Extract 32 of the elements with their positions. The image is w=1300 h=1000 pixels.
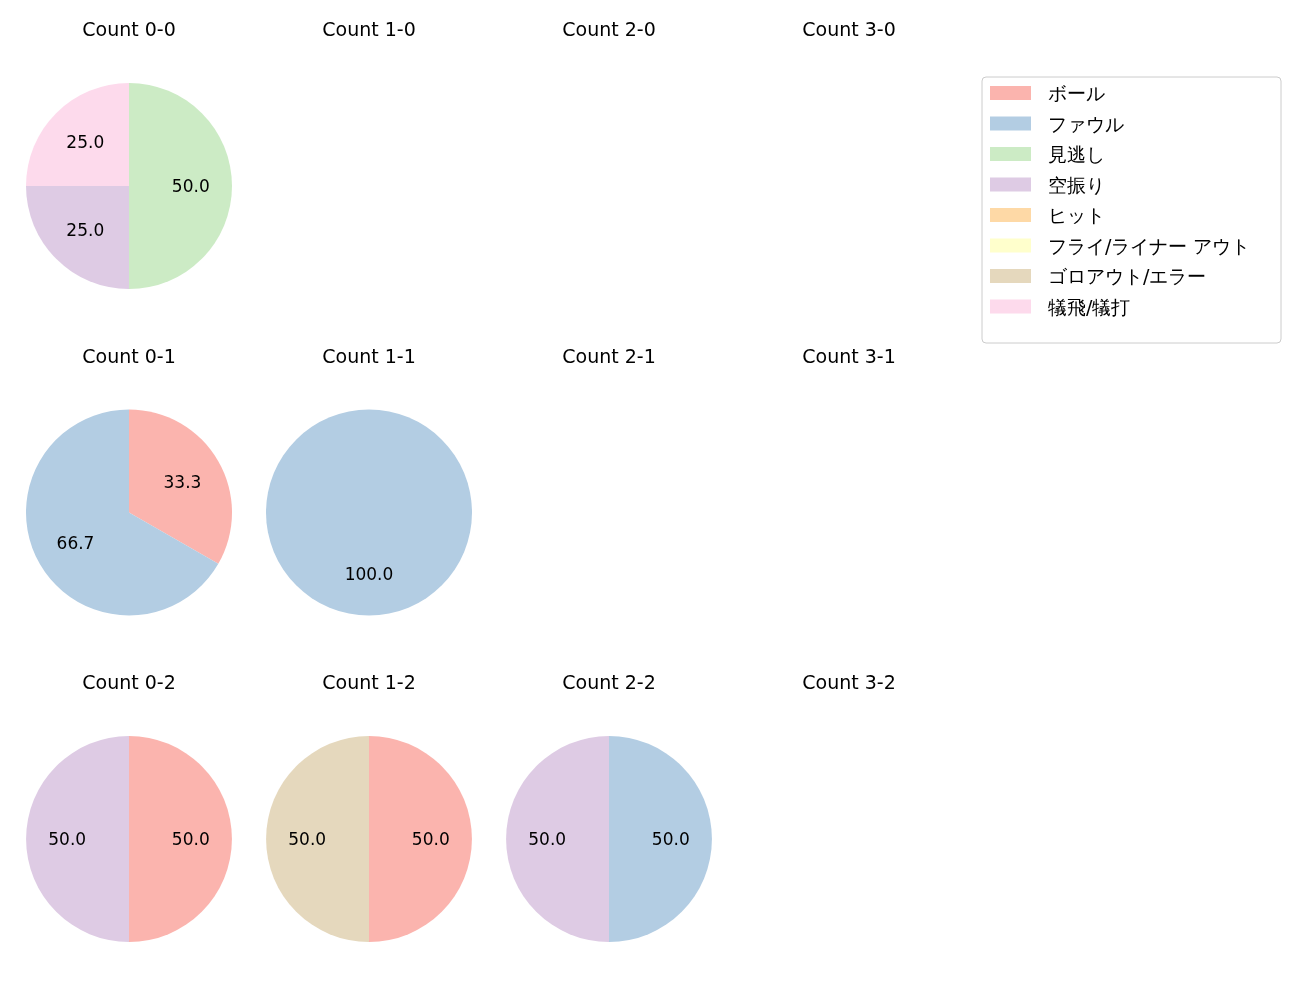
- legend-label: ヒット: [1048, 204, 1105, 226]
- data-label: 50.0: [528, 829, 567, 849]
- data-label: 33.3: [163, 471, 202, 492]
- chart-title: Count 1-1: [322, 344, 416, 367]
- chart-title: Count 0-0: [82, 18, 176, 40]
- data-label: 50.0: [48, 829, 87, 849]
- text: Count 3-2: [802, 671, 896, 693]
- data-label: 50.0: [411, 829, 450, 849]
- text: Count 3-0: [802, 18, 896, 40]
- chart-title: Count 1-2: [322, 671, 416, 693]
- text: Count 2-0: [562, 18, 656, 40]
- legend-label: フライ/ライナー アウト: [1048, 234, 1251, 257]
- data-label: 50.0: [171, 176, 210, 196]
- chart-title: Count 0-1: [82, 344, 176, 367]
- legend-label: ゴロアウト/エラー: [1048, 265, 1207, 287]
- text: Count 3-1: [802, 344, 896, 367]
- text: Count 2-1: [562, 344, 656, 367]
- legend-label: 空振り: [1048, 173, 1105, 196]
- text: Count 1-0: [322, 18, 416, 40]
- data-label: 66.7: [56, 533, 95, 554]
- data-label: 25.0: [66, 219, 105, 240]
- chart-title: Count 0-2: [82, 671, 176, 693]
- data-label: 25.0: [66, 132, 105, 153]
- legend-label: ファウル: [1048, 112, 1124, 135]
- data-label: 100.0: [344, 564, 394, 585]
- chart-title: Count 2-2: [562, 671, 656, 693]
- legend-label: ボール: [1048, 82, 1105, 104]
- legend-label: 見逃し: [1048, 143, 1105, 165]
- legend-label: 犠飛/犠打: [1048, 295, 1131, 318]
- data-label: 50.0: [288, 829, 327, 849]
- data-label: 50.0: [171, 829, 210, 849]
- data-label: 50.0: [651, 829, 690, 849]
